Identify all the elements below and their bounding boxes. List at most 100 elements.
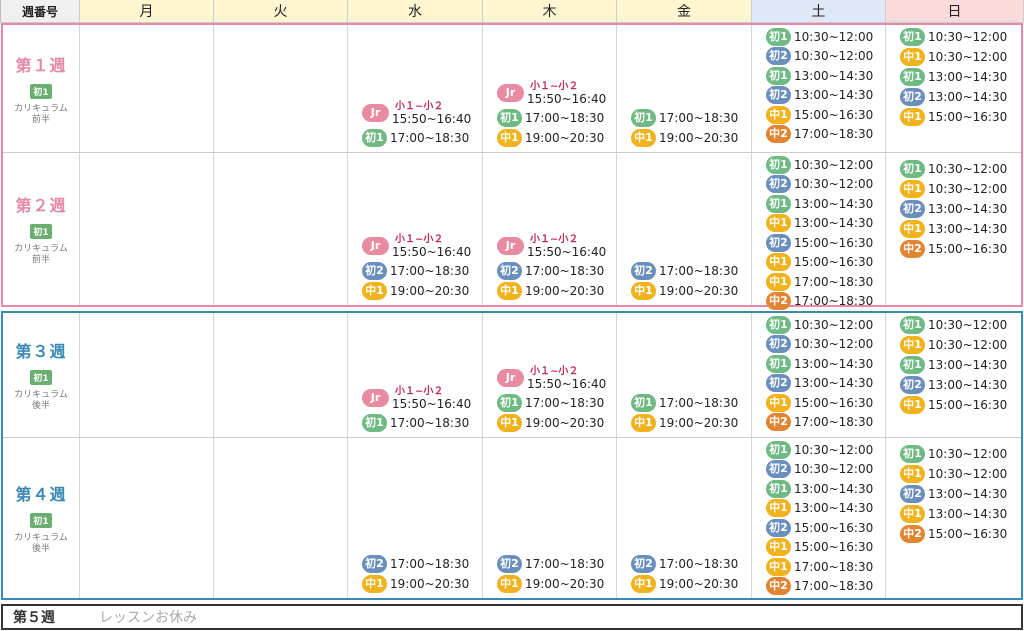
- lesson-slot[interactable]: 中1 19:00~20:30: [483, 281, 616, 301]
- level-badge: 初1: [497, 109, 522, 127]
- lesson-slot[interactable]: 初2 15:00~16:30: [752, 233, 885, 253]
- lesson-time: 19:00~20:30: [390, 284, 470, 298]
- level-badge: 中1: [631, 282, 656, 300]
- day-cell-wed: Jr 小１~小２ 15:50~16:40 初1 17:00~18:30: [348, 25, 483, 152]
- lesson-slot[interactable]: 初1 10:30~12:00: [752, 315, 885, 335]
- lesson-slot[interactable]: 中1 19:00~20:30: [348, 574, 482, 594]
- lesson-slot[interactable]: 初2 17:00~18:30: [483, 261, 616, 281]
- lesson-slot[interactable]: 初1 13:00~14:30: [752, 479, 885, 499]
- level-badge: 中1: [766, 557, 791, 576]
- lesson-slot[interactable]: 中1 19:00~20:30: [348, 281, 482, 301]
- level-badge: 初1: [766, 66, 791, 85]
- lesson-slot[interactable]: 初1 10:30~12:00: [752, 155, 885, 175]
- lesson-slot[interactable]: 初1 17:00~18:30: [348, 413, 482, 433]
- lesson-slot[interactable]: 中1 19:00~20:30: [617, 128, 751, 148]
- lesson-slot[interactable]: 初2 17:00~18:30: [348, 554, 482, 574]
- lesson-time: 15:00~16:30: [928, 398, 1008, 412]
- jr-lesson[interactable]: Jr 小１~小２ 15:50~16:40: [348, 383, 482, 413]
- lesson-slot[interactable]: 初1 17:00~18:30: [348, 128, 482, 148]
- lesson-slot[interactable]: 中1 19:00~20:30: [617, 574, 751, 594]
- lesson-slot[interactable]: 中1 13:00~14:30: [886, 504, 1021, 524]
- lesson-slot[interactable]: 初1 13:00~14:30: [752, 66, 885, 86]
- lesson-slot[interactable]: 初2 13:00~14:30: [886, 375, 1021, 395]
- lesson-slot[interactable]: 中1 15:00~16:30: [886, 107, 1021, 127]
- level-badge: 中1: [900, 505, 925, 523]
- lesson-slot[interactable]: 初2 17:00~18:30: [617, 261, 751, 281]
- lesson-slot[interactable]: 中1 17:00~18:30: [752, 272, 885, 292]
- lesson-slot[interactable]: 中1 10:30~12:00: [886, 47, 1021, 67]
- lesson-slot[interactable]: 初1 17:00~18:30: [617, 108, 751, 128]
- lesson-slot[interactable]: 初1 10:30~12:00: [886, 444, 1021, 464]
- lesson-slot[interactable]: 初2 13:00~14:30: [886, 199, 1021, 219]
- lesson-slot[interactable]: 初2 13:00~14:30: [886, 484, 1021, 504]
- jr-lesson[interactable]: Jr 小１~小２ 15:50~16:40: [483, 231, 616, 261]
- lesson-time: 13:00~14:30: [794, 356, 874, 371]
- jr-lesson[interactable]: Jr 小１~小２ 15:50~16:40: [348, 231, 482, 261]
- level-badge: 初2: [362, 555, 387, 573]
- lesson-slot[interactable]: 初1 10:30~12:00: [752, 440, 885, 460]
- lesson-time: 13:00~14:30: [928, 90, 1008, 104]
- lesson-slot[interactable]: 初1 10:30~12:00: [886, 315, 1021, 335]
- lesson-slot[interactable]: 初2 17:00~18:30: [617, 554, 751, 574]
- lesson-slot[interactable]: 初1 13:00~14:30: [752, 194, 885, 214]
- lesson-slot[interactable]: 中1 19:00~20:30: [483, 413, 616, 433]
- level-badge: 中1: [766, 214, 791, 233]
- lesson-slot[interactable]: 初2 13:00~14:30: [752, 86, 885, 106]
- lesson-slot[interactable]: 初1 17:00~18:30: [617, 393, 751, 413]
- jr-lesson[interactable]: Jr 小１~小２ 15:50~16:40: [348, 98, 482, 128]
- lesson-slot[interactable]: 初2 10:30~12:00: [752, 335, 885, 355]
- lesson-slot[interactable]: 初2 15:00~16:30: [752, 518, 885, 538]
- lesson-slot[interactable]: 初2 17:00~18:30: [348, 261, 482, 281]
- jr-time: 15:50~16:40: [527, 92, 607, 106]
- lesson-slot[interactable]: 中1 13:00~14:30: [886, 219, 1021, 239]
- lesson-time: 13:00~14:30: [928, 358, 1008, 372]
- lesson-slot[interactable]: 初1 10:30~12:00: [886, 159, 1021, 179]
- lesson-slot[interactable]: 中1 10:30~12:00: [886, 335, 1021, 355]
- lesson-time: 13:00~14:30: [794, 481, 874, 496]
- lesson-slot[interactable]: 中2 17:00~18:30: [752, 292, 885, 312]
- jr-lesson[interactable]: Jr 小１~小２ 15:50~16:40: [483, 363, 616, 393]
- lesson-slot[interactable]: 中2 17:00~18:30: [752, 413, 885, 433]
- lesson-list: 初2 17:00~18:30 中1 19:00~20:30: [617, 554, 751, 594]
- lesson-slot[interactable]: 初2 10:30~12:00: [752, 175, 885, 195]
- lesson-slot[interactable]: 初1 10:30~12:00: [886, 27, 1021, 47]
- lesson-slot[interactable]: 中1 15:00~16:30: [752, 253, 885, 273]
- lesson-slot[interactable]: 初1 10:30~12:00: [752, 27, 885, 47]
- lesson-slot[interactable]: 中1 15:00~16:30: [752, 105, 885, 125]
- lesson-slot[interactable]: 中1 19:00~20:30: [483, 574, 616, 594]
- lesson-slot[interactable]: 中1 19:00~20:30: [483, 128, 616, 148]
- lesson-time: 17:00~18:30: [525, 111, 605, 125]
- level-badge: 中1: [362, 575, 387, 593]
- lesson-time: 17:00~18:30: [525, 557, 605, 571]
- lesson-slot[interactable]: 中2 15:00~16:30: [886, 524, 1021, 544]
- level-badge: 中1: [497, 575, 522, 593]
- jr-text: 小１~小２ 15:50~16:40: [392, 385, 471, 411]
- lesson-slot[interactable]: 中1 10:30~12:00: [886, 179, 1021, 199]
- lesson-slot[interactable]: 初2 13:00~14:30: [886, 87, 1021, 107]
- lesson-slot[interactable]: 初1 13:00~14:30: [752, 354, 885, 374]
- lesson-slot[interactable]: 中1 15:00~16:30: [752, 393, 885, 413]
- lesson-slot[interactable]: 中2 15:00~16:30: [886, 239, 1021, 259]
- lesson-slot[interactable]: 中1 10:30~12:00: [886, 464, 1021, 484]
- lesson-slot[interactable]: 初2 10:30~12:00: [752, 460, 885, 480]
- lesson-slot[interactable]: 中1 17:00~18:30: [752, 557, 885, 577]
- lesson-slot[interactable]: 中1 15:00~16:30: [752, 538, 885, 558]
- lesson-slot[interactable]: 中1 15:00~16:30: [886, 395, 1021, 415]
- lesson-slot[interactable]: 初1 13:00~14:30: [886, 355, 1021, 375]
- lesson-slot[interactable]: 中1 19:00~20:30: [617, 413, 751, 433]
- lesson-list: 初1 10:30~12:00 初2 10:30~12:00 初1 13:00~14:30 初…: [752, 27, 885, 144]
- lesson-slot[interactable]: 中1 19:00~20:30: [617, 281, 751, 301]
- lesson-slot[interactable]: 中1 13:00~14:30: [752, 214, 885, 234]
- lesson-slot[interactable]: 中2 17:00~18:30: [752, 125, 885, 145]
- lesson-slot[interactable]: 初2 10:30~12:00: [752, 47, 885, 67]
- jr-lesson[interactable]: Jr 小１~小２ 15:50~16:40: [483, 78, 616, 108]
- lesson-slot[interactable]: 初1 17:00~18:30: [483, 393, 616, 413]
- lesson-slot[interactable]: 初2 13:00~14:30: [752, 374, 885, 394]
- lesson-slot[interactable]: 初2 17:00~18:30: [483, 554, 616, 574]
- lesson-slot[interactable]: 初1 17:00~18:30: [483, 108, 616, 128]
- lesson-slot[interactable]: 初1 13:00~14:30: [886, 67, 1021, 87]
- lesson-slot[interactable]: 中1 13:00~14:30: [752, 499, 885, 519]
- day-cell-sun: 初1 10:30~12:00 中1 10:30~12:00 初2 13:00~14:30 中…: [886, 438, 1021, 598]
- lesson-time: 15:00~16:30: [794, 395, 874, 410]
- lesson-slot[interactable]: 中2 17:00~18:30: [752, 577, 885, 597]
